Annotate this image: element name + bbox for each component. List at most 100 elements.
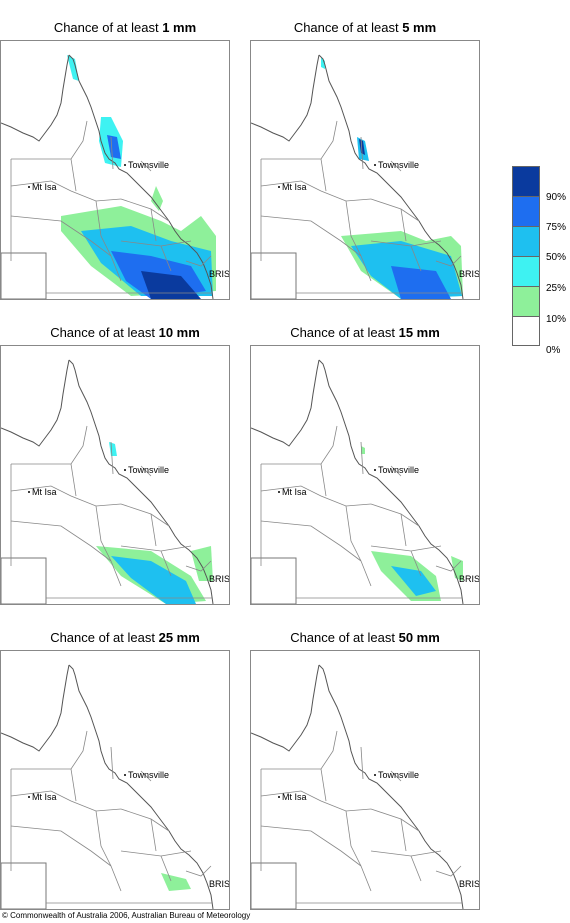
coastline (68, 664, 214, 909)
town-marker (278, 796, 280, 798)
town-marker (124, 164, 126, 166)
district-border (10, 825, 112, 867)
district-border (260, 790, 372, 812)
map-5mm: Townsville Mt Isa BRIS (250, 40, 480, 300)
legend-label-25: 25% (546, 283, 567, 294)
legend-swatch-50 (512, 226, 540, 256)
district-border (185, 865, 212, 877)
map-1mm: Townsville Mt Isa BRIS (0, 40, 230, 300)
town-marker (278, 491, 280, 493)
queensland-map-svg: Townsville Mt Isa BRIS (251, 664, 479, 909)
district-border (260, 180, 372, 202)
town-label-bris: BRIS (209, 269, 229, 279)
town-marker (374, 774, 376, 776)
town-label-townsville: Townsville (128, 465, 169, 475)
district-border (345, 200, 372, 282)
town-label-bris: BRIS (459, 879, 479, 889)
border-box (251, 557, 297, 604)
legend-swatch-25 (512, 256, 540, 286)
town-label-mt-isa: Mt Isa (282, 487, 307, 497)
gulf-coastline (1, 54, 70, 142)
district-border (70, 768, 77, 802)
district-border (370, 850, 442, 857)
queensland-map-svg: Townsville Mt Isa BRIS (251, 54, 479, 299)
coastline (318, 664, 464, 909)
town-label-townsville: Townsville (378, 770, 419, 780)
town-label-bris: BRIS (459, 574, 479, 584)
district-border (390, 160, 402, 172)
border-box (251, 862, 297, 909)
panel-title-5mm: Chance of at least 5 mm (293, 20, 437, 35)
town-marker (374, 164, 376, 166)
district-border (10, 485, 122, 507)
district-border (390, 465, 402, 477)
rain-probability-area (107, 135, 121, 159)
district-border (140, 770, 152, 782)
panel-title-50mm: Chance of at least 50 mm (290, 630, 440, 645)
district-border (320, 768, 327, 802)
district-border (261, 730, 338, 770)
border-box (251, 252, 297, 299)
district-border (120, 808, 170, 832)
queensland-map-svg: Townsville Mt Isa BRIS (1, 359, 229, 604)
coastline (318, 359, 464, 604)
district-border (140, 465, 152, 477)
town-marker (278, 186, 280, 188)
panel-title-25mm: Chance of at least 25 mm (50, 630, 200, 645)
district-border (10, 215, 112, 257)
town-label-mt-isa: Mt Isa (282, 182, 307, 192)
district-border (370, 198, 420, 222)
queensland-map-svg: Townsville Mt Isa BRIS (1, 664, 229, 909)
district-border (110, 441, 114, 475)
district-border (185, 560, 212, 572)
gulf-coastline (1, 359, 70, 447)
rain-probability-area (151, 186, 163, 211)
rain-probability-area (321, 57, 325, 69)
district-border (260, 215, 362, 257)
map-25mm: Townsville Mt Isa BRIS (0, 650, 230, 910)
rain-probability-area (191, 546, 213, 581)
district-border (360, 136, 364, 170)
district-border (410, 855, 422, 882)
border-box (1, 862, 47, 909)
district-border (345, 810, 372, 892)
town-label-townsville: Townsville (128, 770, 169, 780)
panel-title-15mm: Chance of at least 15 mm (290, 325, 440, 340)
district-border (260, 485, 372, 507)
district-border (261, 120, 338, 160)
district-border (150, 513, 157, 547)
rain-probability-area (391, 566, 436, 596)
legend-swatch-90 (512, 166, 540, 196)
district-border (160, 550, 172, 577)
district-border (260, 825, 362, 867)
district-border (261, 425, 338, 465)
legend-label-75: 75% (546, 222, 567, 233)
district-border (400, 818, 407, 852)
district-border (11, 425, 88, 465)
district-border (410, 550, 422, 577)
rain-probability-area (161, 873, 191, 891)
district-border (70, 463, 77, 497)
probability-legend (512, 166, 540, 346)
district-border (70, 158, 77, 192)
legend-swatch-10 (512, 286, 540, 316)
map-10mm: Townsville Mt Isa BRIS (0, 345, 230, 605)
gulf-coastline (1, 664, 70, 752)
district-border (370, 503, 420, 527)
district-border (10, 180, 122, 202)
district-border (435, 255, 462, 267)
district-border (140, 160, 152, 172)
town-label-bris: BRIS (209, 879, 229, 889)
district-border (10, 790, 122, 812)
queensland-map-svg: Townsville Mt Isa BRIS (251, 359, 479, 604)
panel-title-1mm: Chance of at least 1 mm (53, 20, 197, 35)
gulf-coastline (251, 664, 320, 752)
town-label-townsville: Townsville (378, 160, 419, 170)
district-border (10, 520, 112, 562)
rain-probability-area (391, 266, 451, 299)
rain-probability-area (141, 271, 201, 299)
district-border (435, 560, 462, 572)
copyright-notice: © Commonwealth of Australia 2006, Austra… (2, 911, 251, 920)
gulf-coastline (251, 54, 320, 142)
legend-swatch-75 (512, 196, 540, 226)
